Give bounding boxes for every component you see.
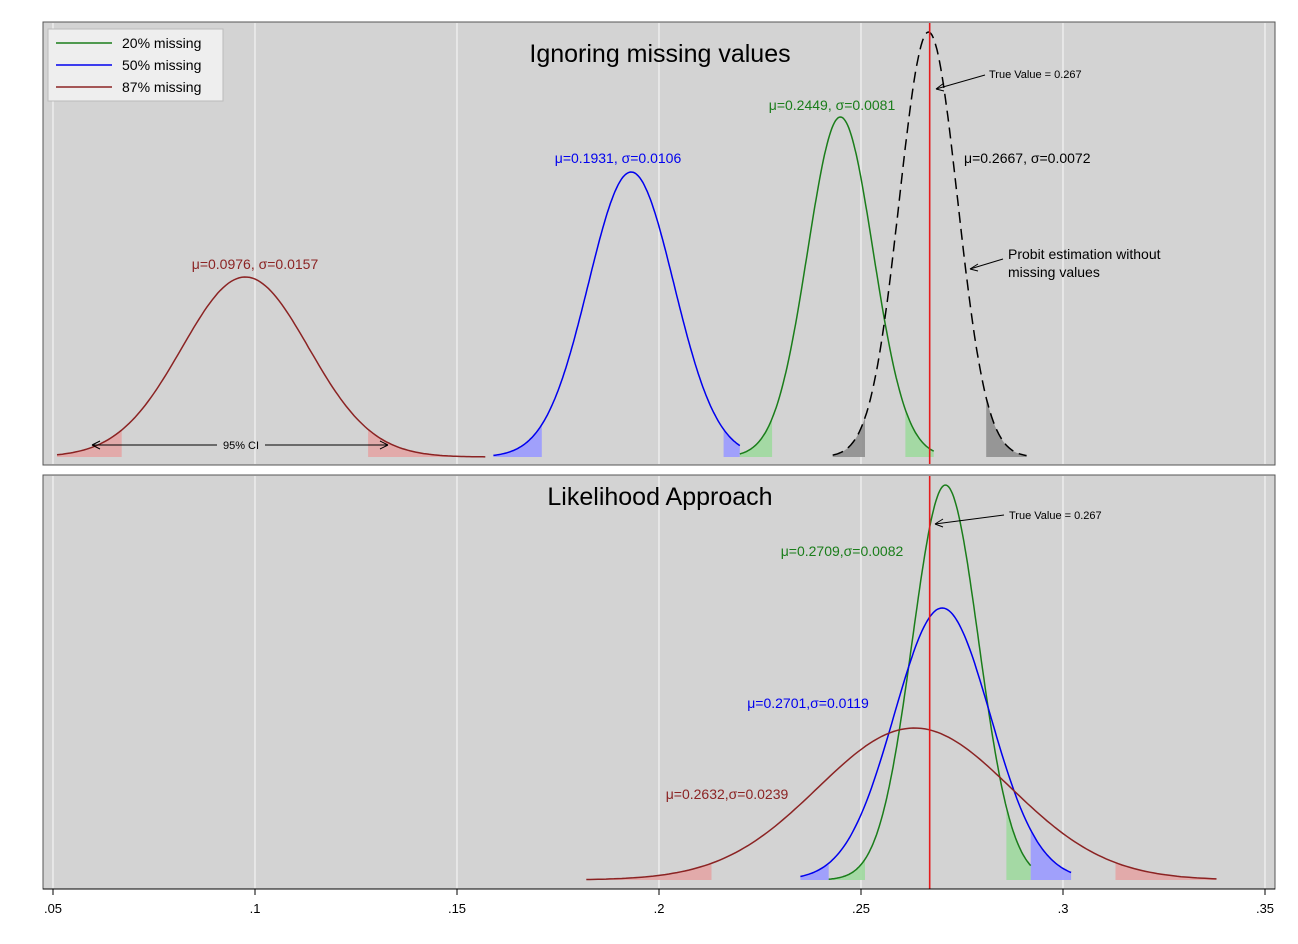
probit-arrowhead [969, 263, 979, 272]
true-value-label-bottom: True Value = 0.267 [1009, 510, 1102, 522]
ci-tail-0-50pct-right [723, 429, 740, 457]
label-bottom-50pct: μ=0.2701,σ=0.0119 [747, 695, 869, 711]
ci-tail-1-87pct-left [586, 863, 712, 880]
label-top-87pct: μ=0.0976, σ=0.0157 [192, 256, 319, 272]
curve-top-50pct [493, 171, 741, 457]
bottom-panel-title: Likelihood Approach [547, 483, 772, 511]
x-tick-label: .3 [1058, 901, 1069, 916]
x-tick-label: .2 [654, 901, 665, 916]
label-top-complete: μ=0.2667, σ=0.0072 [964, 150, 1091, 166]
legend-label-87pct: 87% missing [122, 79, 201, 95]
true-value-arrow-top [935, 74, 986, 90]
true-value-label-top: True Value = 0.267 [989, 69, 1082, 81]
x-tick-label: .05 [44, 901, 62, 916]
legend-label-50pct: 50% missing [122, 57, 201, 73]
ci-tail-0-20pct-right [905, 409, 934, 457]
ci-arrowheads [91, 440, 389, 450]
ci-tail-1-87pct-right [1115, 862, 1217, 880]
true-value-arrowhead-bottom [934, 518, 944, 528]
x-tick-label: .1 [250, 901, 261, 916]
ci-tail-1-20pct-right [1006, 807, 1031, 880]
ci-tail-0-complete-left [832, 417, 865, 457]
ci-tail-0-87pct-right [368, 429, 486, 457]
label-top-50pct: μ=0.1931, σ=0.0106 [555, 150, 682, 166]
curve-bottom-50pct [800, 607, 1072, 878]
probit-arrow [969, 258, 1004, 270]
ci-tail-0-20pct-left [739, 418, 773, 457]
x-tick-label: .35 [1256, 901, 1274, 916]
legend: 20% missing 50% missing 87% missing [47, 28, 224, 102]
label-top-20pct: μ=0.2449, σ=0.0081 [769, 97, 896, 113]
curve-top-20pct [739, 116, 935, 455]
ci-tail-0-50pct-left [493, 424, 542, 457]
probit-label-line1: Probit estimation without [1008, 246, 1161, 262]
legend-label-20pct: 20% missing [122, 35, 201, 51]
top-panel-title: Ignoring missing values [529, 40, 790, 68]
x-tick-label: .15 [448, 901, 466, 916]
true-value-arrow-bottom [934, 514, 1005, 525]
ci-tail-0-87pct-left [57, 430, 122, 457]
ci-label: 95% CI [223, 440, 259, 452]
true-value-arrowhead-top [935, 82, 945, 92]
label-bottom-87pct: μ=0.2632,σ=0.0239 [666, 786, 789, 802]
ci-tail-1-20pct-left [828, 859, 865, 880]
ci-tail-0-complete-right [986, 397, 1027, 457]
probit-label-line2: missing values [1008, 264, 1100, 280]
label-bottom-20pct: μ=0.2709,σ=0.0082 [781, 543, 904, 559]
ci-tail-1-50pct-left [800, 863, 829, 880]
curve-bottom-87pct [586, 727, 1217, 881]
x-tick-label: .25 [852, 901, 870, 916]
curve-top-87pct [56, 276, 486, 458]
